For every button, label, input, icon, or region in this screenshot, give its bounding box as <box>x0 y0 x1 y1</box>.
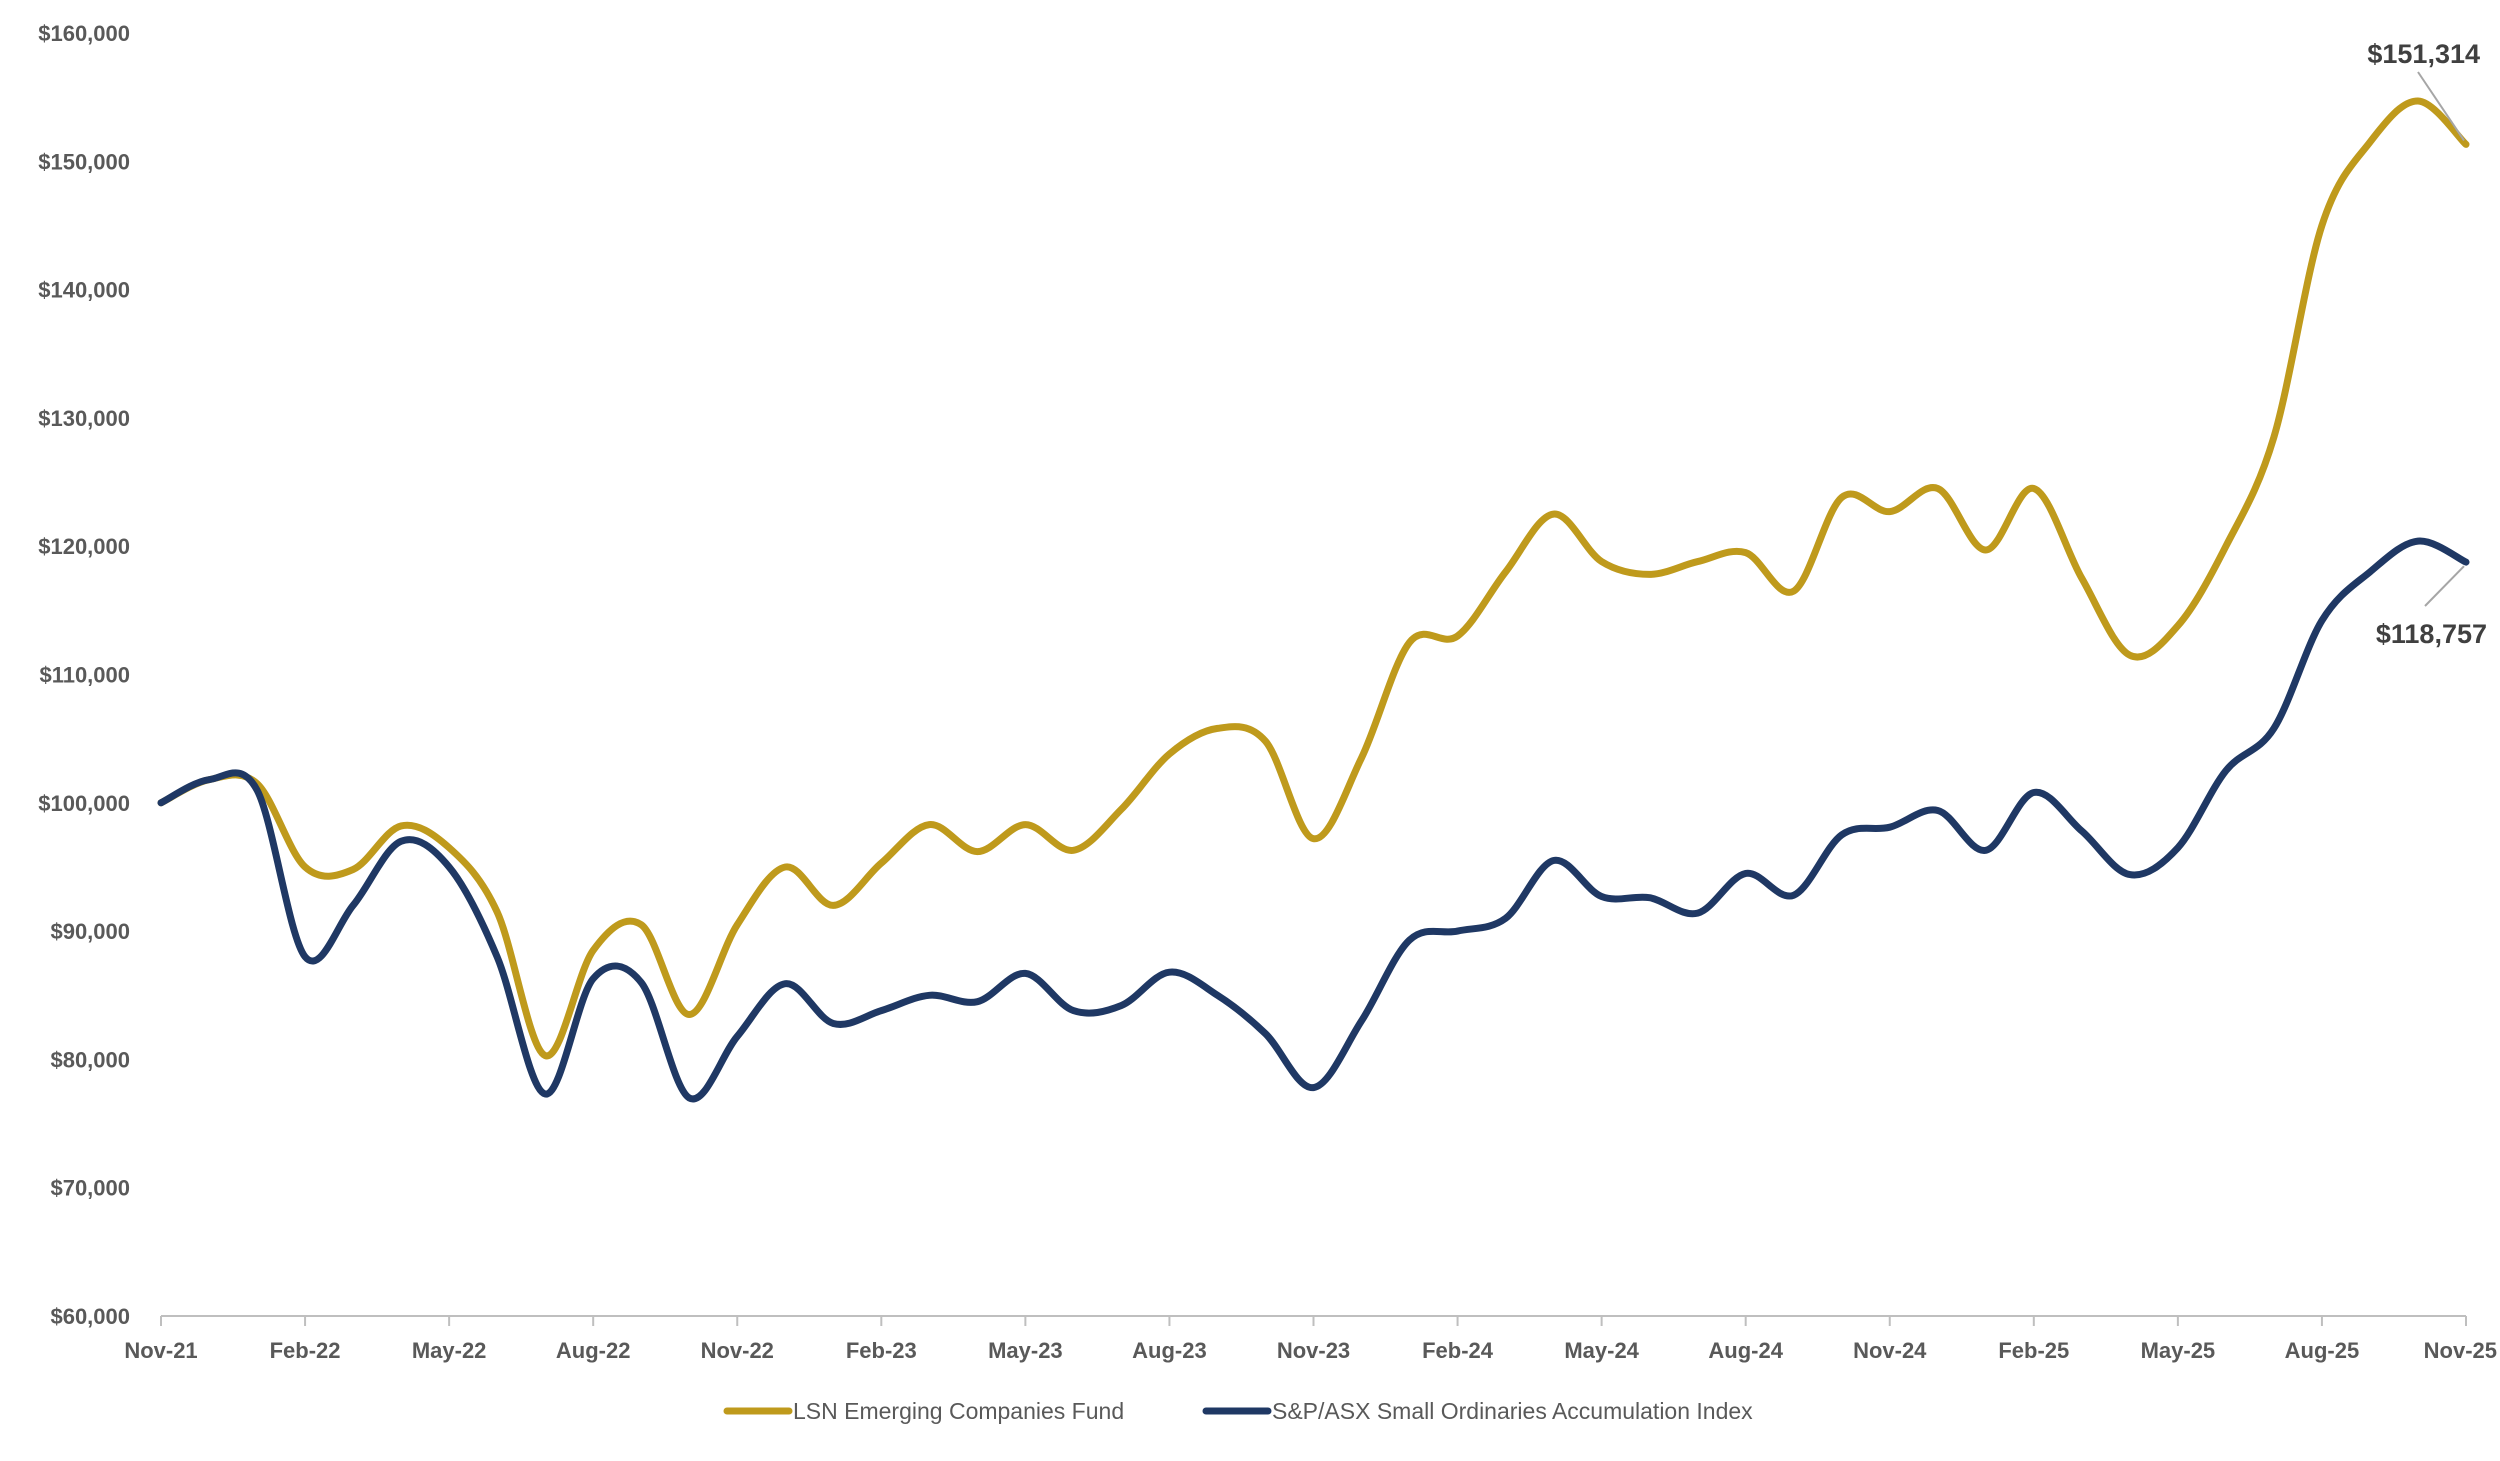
annotation-leader-line <box>2424 565 2465 607</box>
axes: $60,000 $70,000 $80,000 $90,000 $100,000 $110… <box>38 21 2497 1363</box>
x-tick-label: Nov-23 <box>1277 1338 1350 1363</box>
legend: LSN Emerging Companies Fund S&P/ASX Small… <box>723 1398 1753 1424</box>
y-tick-label: $120,000 <box>38 534 130 559</box>
y-tick-label: $160,000 <box>38 21 130 46</box>
x-tick-label: Aug-23 <box>1132 1338 1207 1363</box>
legend-label: S&P/ASX Small Ordinaries Accumulation In… <box>1272 1398 1753 1424</box>
y-tick-label: $150,000 <box>38 149 130 174</box>
x-tick-label: Aug-24 <box>1708 1338 1783 1363</box>
end-value-annotations: $151,314 $118,757 <box>2367 39 2487 649</box>
x-tick-label: Feb-23 <box>846 1338 917 1363</box>
x-tick-label: Nov-21 <box>124 1338 197 1363</box>
y-tick-label: $60,000 <box>50 1304 130 1329</box>
end-value-label: $151,314 <box>2367 39 2480 69</box>
x-tick-label: Nov-25 <box>2424 1338 2497 1363</box>
x-tick-label: May-23 <box>988 1338 1063 1363</box>
x-tick-label: Feb-25 <box>1998 1338 2069 1363</box>
end-value-label: $118,757 <box>2376 619 2487 649</box>
y-tick-label: $80,000 <box>50 1047 130 1072</box>
y-tick-label: $110,000 <box>39 663 130 688</box>
x-tick-label: May-24 <box>1564 1338 1639 1363</box>
x-tick-label: Feb-24 <box>1422 1338 1494 1363</box>
y-tick-label: $70,000 <box>50 1176 130 1201</box>
series-lines <box>157 97 2470 1103</box>
x-tick-label: Feb-22 <box>270 1338 341 1363</box>
y-tick-label: $140,000 <box>38 278 130 303</box>
y-tick-label: $130,000 <box>38 406 130 431</box>
x-tick-label: Aug-22 <box>556 1338 631 1363</box>
x-tick-label: May-22 <box>412 1338 487 1363</box>
x-tick-label: May-25 <box>2141 1338 2216 1363</box>
y-tick-label: $90,000 <box>50 919 130 944</box>
annotation-leader-line <box>2417 71 2465 141</box>
x-tick-label: Nov-24 <box>1853 1338 1927 1363</box>
legend-label: LSN Emerging Companies Fund <box>793 1398 1124 1424</box>
index-series-line <box>157 537 2470 1103</box>
fund-series-line <box>157 97 2470 1060</box>
x-tick-label: Nov-22 <box>701 1338 774 1363</box>
x-tick-label: Aug-25 <box>2285 1338 2360 1363</box>
y-tick-label: $100,000 <box>38 791 130 816</box>
